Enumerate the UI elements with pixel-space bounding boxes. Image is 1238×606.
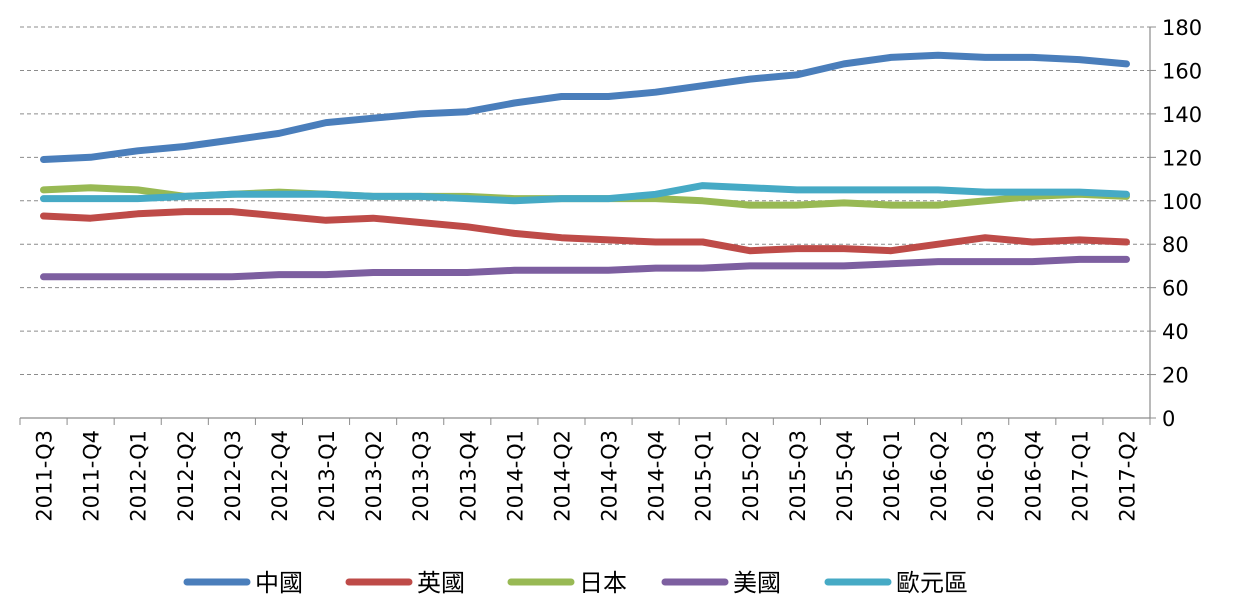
x-tick-label: 2016-Q1 [880, 430, 904, 522]
x-tick-label: 2017-Q1 [1068, 430, 1092, 522]
x-tick-label: 2013-Q4 [456, 430, 480, 522]
x-tick-label: 2016-Q3 [974, 430, 998, 522]
legend-item: 歐元區 [824, 569, 968, 597]
x-tick-label: 2015-Q2 [739, 430, 763, 522]
x-axis-ticks: 2011-Q3 2011-Q4 2012-Q1 2012-Q2 2012-Q3 2012-… [19, 418, 1151, 522]
x-tick-label: 2016-Q4 [1021, 430, 1045, 522]
x-tick-label: 2015-Q1 [692, 430, 716, 522]
legend-label: 日本 [579, 569, 627, 597]
y-tick-label: 120 [1162, 146, 1202, 170]
series-line [40, 208, 1130, 255]
series-line [40, 51, 1130, 163]
x-tick-label: 2014-Q3 [598, 430, 622, 522]
y-tick-label: 160 [1162, 59, 1202, 83]
x-tick-label: 2013-Q2 [362, 430, 386, 522]
x-tick-label: 2011-Q3 [33, 430, 57, 522]
legend-item: 中國 [183, 569, 303, 597]
axes [20, 27, 1151, 419]
x-tick-label: 2015-Q3 [786, 430, 810, 522]
x-tick-label: 2017-Q2 [1115, 430, 1139, 522]
legend-item: 英國 [345, 569, 465, 597]
y-tick-label: 60 [1162, 277, 1189, 301]
y-tick-label: 80 [1162, 233, 1189, 257]
x-tick-label: 2014-Q1 [503, 430, 527, 522]
x-tick-label: 2015-Q4 [833, 430, 857, 522]
legend-label: 歐元區 [896, 569, 968, 597]
x-tick-label: 2014-Q2 [550, 430, 574, 522]
legend-label: 美國 [733, 569, 781, 597]
series-line [40, 182, 1130, 205]
x-tick-label: 2012-Q2 [174, 430, 198, 522]
y-tick-label: 20 [1162, 364, 1189, 388]
y-tick-label: 140 [1162, 103, 1202, 127]
y-tick-label: 100 [1162, 190, 1202, 214]
x-tick-label: 2012-Q3 [221, 430, 245, 522]
x-tick-label: 2013-Q3 [409, 430, 433, 522]
y-tick-label: 180 [1162, 16, 1202, 40]
y-tick-label: 40 [1162, 320, 1189, 344]
legend-label: 中國 [255, 569, 303, 597]
y-axis-ticks: 0 20 40 60 80 100 120 140 160 180 [1150, 16, 1202, 431]
series-lines [40, 51, 1130, 281]
legend-item: 美國 [661, 569, 781, 597]
series-line [40, 255, 1130, 281]
legend-item: 日本 [507, 569, 627, 597]
x-tick-label: 2016-Q2 [927, 430, 951, 522]
y-tick-label: 0 [1162, 407, 1175, 431]
x-tick-label: 2012-Q1 [127, 430, 151, 522]
x-tick-label: 2014-Q4 [645, 430, 669, 522]
x-tick-label: 2013-Q1 [315, 430, 339, 522]
legend-label: 英國 [417, 569, 465, 597]
x-tick-label: 2011-Q4 [80, 430, 104, 522]
x-tick-label: 2012-Q4 [268, 430, 292, 522]
legend: 中國 英國 日本 美國 歐元區 [183, 569, 968, 597]
